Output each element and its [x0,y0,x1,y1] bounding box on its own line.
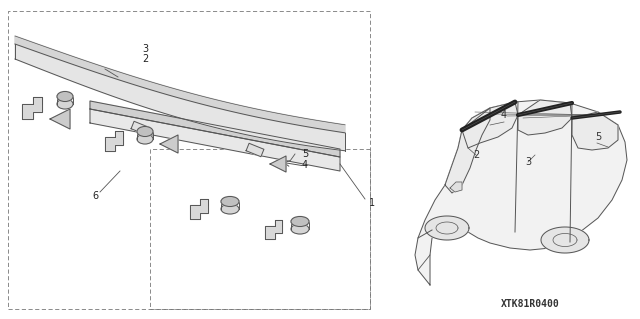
Ellipse shape [137,127,153,137]
Polygon shape [90,101,340,157]
Polygon shape [105,131,123,151]
Ellipse shape [57,92,73,101]
Text: 4: 4 [501,110,507,120]
Ellipse shape [221,204,239,214]
Polygon shape [131,121,149,135]
Polygon shape [50,109,70,129]
Polygon shape [415,100,627,285]
Polygon shape [518,100,572,135]
Polygon shape [425,216,469,240]
Polygon shape [190,199,208,219]
Polygon shape [270,156,286,172]
Text: 2: 2 [473,150,479,160]
Text: 3: 3 [142,44,148,54]
Ellipse shape [137,134,153,144]
Polygon shape [462,102,518,148]
Text: 4: 4 [302,160,308,170]
Text: 3: 3 [525,157,531,167]
Text: 5: 5 [302,149,308,159]
Polygon shape [90,109,340,171]
Text: XTK81R0400: XTK81R0400 [500,299,559,309]
Text: 6: 6 [92,191,98,201]
Polygon shape [445,108,490,193]
Polygon shape [572,112,618,150]
Polygon shape [541,227,589,253]
Ellipse shape [291,224,309,234]
Ellipse shape [221,197,239,206]
Polygon shape [265,220,282,239]
Polygon shape [246,143,264,157]
Ellipse shape [57,99,73,109]
Text: 2: 2 [142,54,148,64]
Polygon shape [160,135,178,153]
Polygon shape [22,97,42,119]
Polygon shape [15,44,345,151]
Polygon shape [15,36,345,133]
Polygon shape [450,182,462,192]
Ellipse shape [291,217,309,226]
Text: 1: 1 [369,198,375,208]
Text: 5: 5 [595,132,601,142]
